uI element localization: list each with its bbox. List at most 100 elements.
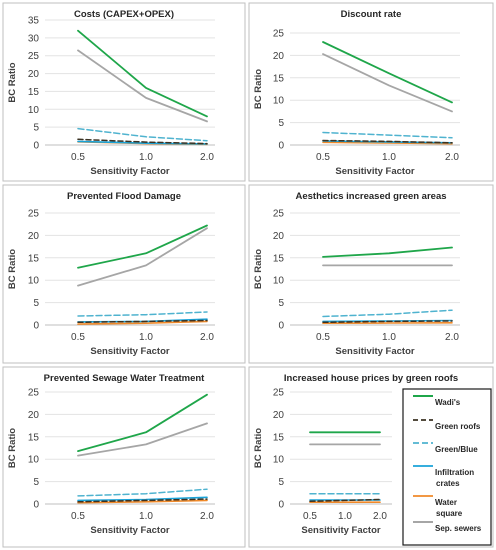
series-line-green_blue: [322, 309, 453, 318]
chart-title: Increased house prices by green roofs: [284, 373, 458, 384]
series-line-green_roofs: [322, 139, 453, 144]
series-line-water_square: [322, 141, 453, 145]
legend-label-line: square: [436, 509, 463, 518]
y-tick-label: 25: [273, 29, 285, 40]
y-tick-label: 10: [273, 276, 285, 287]
series-line-wadis: [322, 246, 453, 258]
series-line-water_square: [77, 499, 208, 504]
chart-title: Prevented Sewage Water Treatment: [44, 373, 206, 384]
chart-title: Discount rate: [341, 9, 402, 20]
legend-label-infiltration: Infiltration crates: [435, 468, 474, 488]
series-line-wadis: [77, 224, 208, 269]
y-tick-label: 0: [278, 321, 284, 332]
y-tick-label: 5: [278, 298, 284, 309]
y-axis-label: BC Ratio: [253, 428, 264, 468]
y-tick-label: 0: [33, 141, 39, 152]
x-tick-label: 0.5: [316, 332, 330, 343]
series-line-sep_sewers: [77, 227, 208, 287]
legend-label-water_square: Water square: [435, 498, 463, 518]
y-axis-label: BC Ratio: [253, 69, 264, 109]
y-tick-label: 35: [28, 16, 40, 27]
y-tick-label: 25: [28, 51, 40, 62]
series-line-sep_sewers: [77, 49, 208, 123]
x-axis-label: Sensitivity Factor: [90, 346, 169, 357]
x-tick-label: 1.0: [139, 152, 153, 163]
x-tick-label: 2.0: [200, 511, 214, 522]
legend-label-line: Wadi's: [435, 398, 461, 407]
y-tick-label: 25: [273, 388, 285, 399]
x-tick-label: 2.0: [445, 332, 459, 343]
y-tick-label: 0: [33, 500, 39, 511]
y-tick-label: 15: [28, 432, 40, 443]
series-line-green_roofs: [77, 498, 208, 503]
legend: Wadi's Green roofs Green/Blue Infiltration c…: [402, 388, 492, 546]
y-tick-label: 5: [33, 477, 39, 488]
series-line-green_roofs: [309, 498, 381, 503]
series-line-green_roofs: [322, 320, 453, 324]
y-tick-label: 10: [28, 455, 40, 466]
y-tick-label: 20: [28, 231, 40, 242]
panel-border: [2, 184, 246, 364]
y-tick-label: 15: [28, 87, 40, 98]
y-axis-label: BC Ratio: [7, 62, 18, 102]
y-tick-label: 10: [28, 276, 40, 287]
y-tick-label: 10: [28, 105, 40, 116]
x-axis-label: Sensitivity Factor: [301, 525, 380, 536]
x-tick-label: 2.0: [200, 152, 214, 163]
series-line-sep_sewers: [77, 422, 208, 457]
x-tick-label: 0.5: [316, 152, 330, 163]
y-tick-label: 20: [273, 410, 285, 421]
y-tick-label: 15: [273, 73, 285, 84]
series-line-wadis: [77, 393, 208, 453]
chart-panel-3: Prevented Flood Damage 0 5 10 15 20 25 0.5 1.0 2.…: [2, 184, 246, 364]
y-tick-label: 5: [33, 298, 39, 309]
x-tick-label: 1.0: [139, 511, 153, 522]
x-tick-label: 1.0: [382, 332, 396, 343]
x-tick-label: 2.0: [445, 152, 459, 163]
y-tick-label: 20: [273, 51, 285, 62]
x-tick-label: 0.5: [71, 511, 85, 522]
x-axis-label: Sensitivity Factor: [90, 166, 169, 177]
legend-label-line: Green roofs: [435, 422, 481, 431]
y-tick-label: 10: [273, 96, 285, 107]
x-tick-label: 0.5: [71, 332, 85, 343]
y-tick-label: 15: [28, 253, 40, 264]
x-tick-label: 0.5: [71, 152, 85, 163]
y-tick-label: 25: [28, 209, 40, 220]
y-tick-label: 15: [273, 432, 285, 443]
series-line-wadis: [77, 29, 208, 118]
legend-box: [402, 388, 492, 546]
y-tick-label: 5: [33, 123, 39, 134]
y-tick-label: 25: [28, 388, 40, 399]
y-tick-label: 5: [278, 118, 284, 129]
x-tick-label: 1.0: [139, 332, 153, 343]
panel-border: [2, 2, 246, 182]
y-tick-label: 0: [278, 500, 284, 511]
legend-label-green_blue: Green/Blue: [435, 445, 478, 454]
y-tick-label: 0: [33, 321, 39, 332]
x-tick-label: 1.0: [338, 511, 352, 522]
series-line-green_blue: [77, 127, 208, 142]
panel-border: [248, 184, 494, 364]
legend-label-line: Infiltration: [435, 468, 474, 477]
chart-title: Prevented Flood Damage: [67, 191, 181, 202]
chart-panel-2: Discount rate 0 5 10 15 20 25 0.5 1.0 2.0 Sensitiv…: [248, 2, 494, 182]
y-tick-label: 25: [273, 209, 285, 220]
y-tick-label: 15: [273, 253, 285, 264]
y-tick-label: 5: [278, 477, 284, 488]
x-axis-label: Sensitivity Factor: [90, 525, 169, 536]
chart-panel-4: Aesthetics increased green areas 0 5 10 15 20…: [248, 184, 494, 364]
chart-title: Aesthetics increased green areas: [295, 191, 446, 202]
series-line-wadis: [322, 41, 453, 104]
y-axis-label: BC Ratio: [253, 249, 264, 289]
series-line-green_blue: [322, 131, 453, 139]
series-line-green_roofs: [77, 319, 208, 324]
legend-label-line: Sep. sewers: [435, 524, 482, 533]
chart-panel-5: Prevented Sewage Water Treatment 0 5 10 15 20…: [2, 366, 246, 548]
x-tick-label: 0.5: [303, 511, 317, 522]
series-line-water_square: [77, 320, 208, 325]
y-tick-label: 20: [28, 410, 40, 421]
y-tick-label: 20: [273, 231, 285, 242]
y-axis-label: BC Ratio: [7, 428, 18, 468]
